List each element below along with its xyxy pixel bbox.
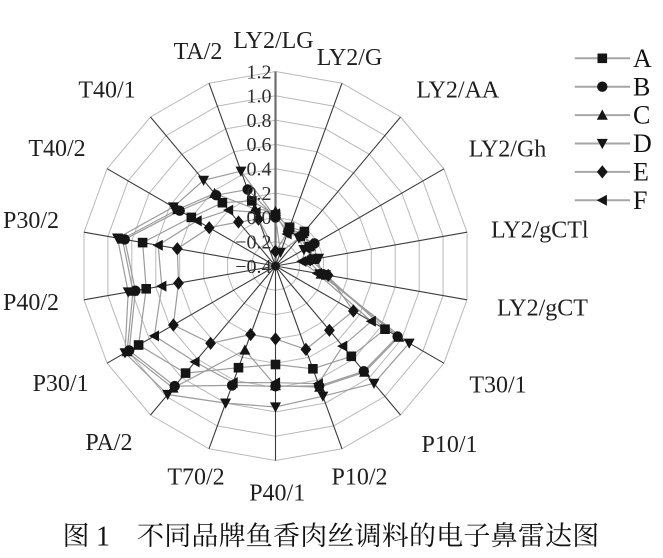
svg-text:0.4: 0.4	[247, 159, 272, 181]
svg-text:P10/1: P10/1	[421, 432, 477, 458]
svg-text:0.2: 0.2	[247, 183, 272, 205]
svg-text:P30/1: P30/1	[33, 371, 89, 397]
svg-text:C: C	[633, 101, 650, 130]
svg-text:P30/2: P30/2	[3, 208, 59, 234]
svg-text:E: E	[633, 158, 649, 187]
svg-text:0.8: 0.8	[247, 110, 272, 132]
svg-text:LY2/gCT: LY2/gCT	[497, 295, 588, 321]
svg-text:P10/2: P10/2	[331, 465, 387, 491]
svg-text:LY2/G: LY2/G	[317, 45, 383, 71]
svg-text:LY2/gCTl: LY2/gCTl	[491, 217, 589, 243]
svg-text:LY2/Gh: LY2/Gh	[469, 137, 547, 163]
svg-text:B: B	[633, 72, 650, 101]
svg-text:−0.2: −0.2	[235, 232, 271, 254]
svg-text:1.0: 1.0	[247, 86, 272, 108]
svg-text:−0.4: −0.4	[235, 256, 271, 278]
svg-text:TA/2: TA/2	[174, 39, 223, 65]
svg-text:D: D	[633, 129, 652, 158]
svg-text:P40/2: P40/2	[3, 290, 59, 316]
svg-text:0.6: 0.6	[247, 134, 272, 156]
svg-text:T70/2: T70/2	[167, 465, 224, 491]
svg-text:T30/1: T30/1	[469, 373, 526, 399]
svg-text:LY2/AA: LY2/AA	[416, 78, 500, 104]
svg-text:LY2/LG: LY2/LG	[233, 28, 313, 54]
svg-text:0.0: 0.0	[247, 207, 272, 229]
svg-text:1: 1	[96, 522, 110, 553]
svg-text:A: A	[633, 44, 652, 73]
svg-text:T40/1: T40/1	[78, 77, 135, 103]
svg-text:P40/1: P40/1	[249, 481, 305, 507]
svg-text:PA/2: PA/2	[85, 430, 132, 456]
svg-text:F: F	[633, 186, 647, 215]
svg-text:1.2: 1.2	[247, 61, 272, 83]
svg-text:T40/2: T40/2	[28, 136, 85, 162]
